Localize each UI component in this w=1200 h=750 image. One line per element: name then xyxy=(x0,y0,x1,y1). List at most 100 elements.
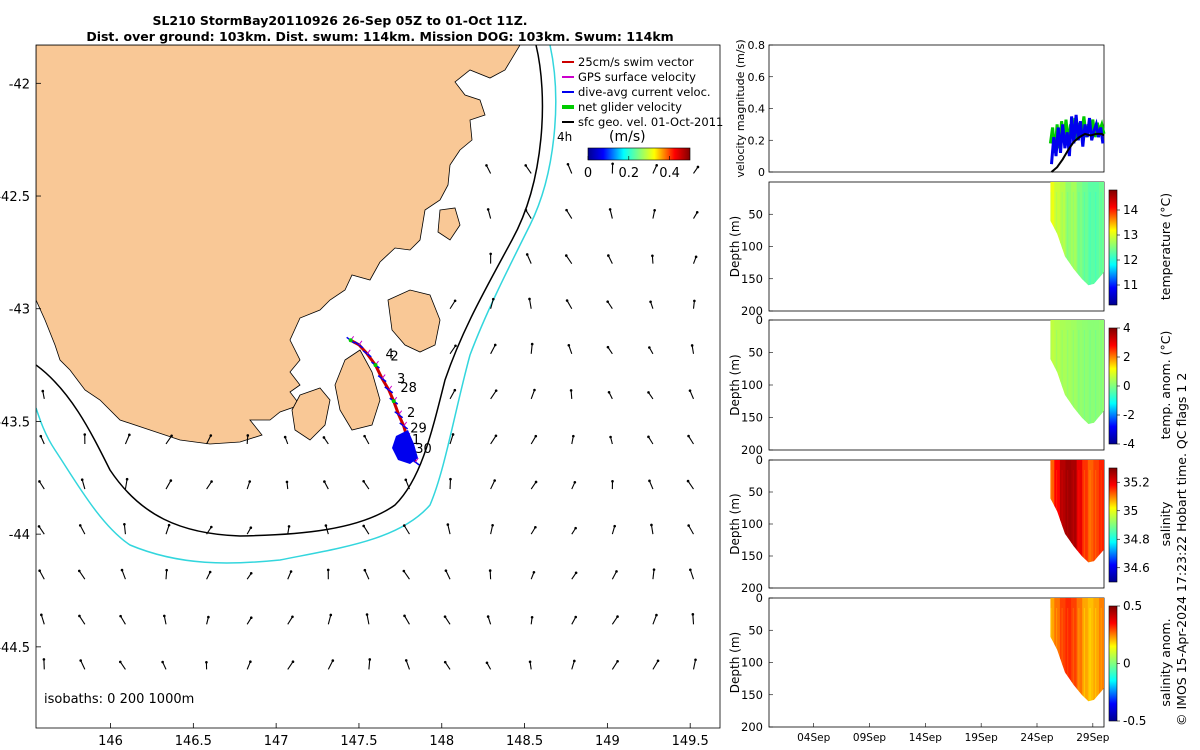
velocity-arrow xyxy=(287,661,294,670)
maria-island xyxy=(437,207,461,241)
velocity-arrowhead xyxy=(566,162,570,166)
velocity-arrowhead xyxy=(291,615,294,619)
velocity-arrowhead xyxy=(209,434,213,437)
colorbar-tick-label: 35.2 xyxy=(1123,475,1150,489)
velocity-arrow xyxy=(692,659,697,670)
velocity-arrowhead xyxy=(488,569,492,572)
velocity-arrowhead xyxy=(365,613,369,616)
velocity-arrowhead xyxy=(331,659,335,662)
velocity-arrow xyxy=(611,661,619,670)
section-texture xyxy=(1100,192,1102,286)
day-label: 29 xyxy=(410,422,427,437)
colorbar-tick-label: 13 xyxy=(1123,228,1138,242)
section-texture xyxy=(1083,470,1086,563)
velocity-arrow xyxy=(323,437,329,445)
velocity-arrowhead xyxy=(285,480,289,484)
velocity-frame xyxy=(768,44,1105,173)
velocity-arrowhead xyxy=(607,390,611,394)
velocity-arrow xyxy=(689,390,695,400)
velocity-arrowhead xyxy=(161,660,164,664)
velocity-arrow xyxy=(405,479,410,490)
velocity-arrowhead xyxy=(402,524,406,527)
colorbar-tick-label: 0 xyxy=(1123,379,1131,393)
velocity-arrowhead xyxy=(652,568,656,571)
map-xtick-label: 149 xyxy=(595,734,620,749)
velocity-arrow xyxy=(652,614,657,625)
velocity-arrow xyxy=(327,660,334,670)
isobath-200m xyxy=(36,45,544,537)
velocity-arrow xyxy=(490,525,494,535)
current-vector-cluster xyxy=(392,430,418,464)
velocity-arrowhead xyxy=(607,254,610,257)
colorbar-tick-label: 4 xyxy=(1123,321,1131,335)
colorbar-tick-label: -0.5 xyxy=(1123,714,1146,728)
time-tick-label: 19Sep xyxy=(965,732,998,744)
colorbar-tick-label: 0.5 xyxy=(1123,599,1142,613)
velocity-arrow xyxy=(650,524,654,535)
colorbar-tick-label: 34.6 xyxy=(1123,561,1150,575)
velocity-arrow xyxy=(81,479,86,490)
velocity-arrow xyxy=(39,570,45,580)
velocity-arrowhead xyxy=(38,569,41,573)
figure-title-line2: Dist. over ground: 103km. Dist. swum: 11… xyxy=(86,29,674,44)
day-label: 2 xyxy=(407,406,415,421)
velocity-arrow xyxy=(206,435,212,445)
time-tick-label: 29Sep xyxy=(1076,732,1109,744)
velocity-arrow xyxy=(487,209,492,219)
velocity-arrow xyxy=(162,661,167,670)
velocity-arrow xyxy=(567,164,573,174)
day-label: 28 xyxy=(400,381,417,396)
velocity-arrowhead xyxy=(606,300,609,303)
velocity-arrowhead xyxy=(291,660,295,663)
tasman-peninsula xyxy=(334,349,381,431)
velocity-arrow xyxy=(78,615,86,625)
velocity-arrow xyxy=(691,345,695,354)
day-label: 2 xyxy=(390,350,398,365)
section-cell xyxy=(1093,182,1100,286)
velocity-arrow xyxy=(652,210,656,219)
depth-frame xyxy=(768,181,1105,312)
velocity-arrowhead xyxy=(616,660,619,663)
time-tick-label: 09Sep xyxy=(853,732,886,744)
velocity-arrow xyxy=(246,435,249,445)
velocity-arrowhead xyxy=(326,568,330,572)
velocity-arrow xyxy=(570,390,573,399)
depth-panel-1: 50 100 150 200 Depth (m) 11 12 13 14 temperature … xyxy=(728,181,1173,318)
section-cell xyxy=(1065,320,1072,424)
velocity-arrow xyxy=(530,389,535,400)
velocity-arrowhead xyxy=(287,525,291,528)
depth-ytick-label: 0 xyxy=(756,591,763,605)
velocity-arrow xyxy=(40,614,45,625)
velocity-arrow xyxy=(449,345,456,355)
imos-credit: © IMOS 15-Apr-2024 17:23:22 Hobart time.… xyxy=(1174,372,1189,726)
section-texture xyxy=(1078,330,1080,424)
section-cell xyxy=(1071,598,1078,702)
time-tick-label: 04Sep xyxy=(797,732,830,744)
velocity-arrow xyxy=(449,434,454,445)
velocity-arrow xyxy=(364,569,370,580)
section-texture xyxy=(1061,192,1063,286)
velocity-arrow xyxy=(123,524,126,535)
depth-frame xyxy=(768,597,1105,728)
velocity-arrow xyxy=(485,165,492,174)
velocity-arrowhead xyxy=(491,523,494,527)
velocity-arrow xyxy=(206,571,211,580)
velocity-arrow xyxy=(607,301,613,310)
velocity-arrowhead xyxy=(693,299,696,303)
depth-panel-3: 0 50 100 150 200 Depth (m) 35.2 35 34.8 34.6 salin… xyxy=(728,453,1173,595)
velocity-arrow xyxy=(404,615,410,625)
section-texture xyxy=(1072,608,1074,702)
velocity-arrowhead xyxy=(655,164,658,167)
depth-colorbar xyxy=(1108,605,1118,722)
map-longitude-ticks: 146 146.5 147 147.5 148 148.5 149 149.5 xyxy=(98,723,709,749)
section-cell xyxy=(1082,598,1089,702)
section-cell xyxy=(1059,182,1066,286)
velocity-arrow xyxy=(648,480,654,490)
depth-ytick-label: 100 xyxy=(741,240,763,254)
velocity-arrowhead xyxy=(651,254,654,258)
depth-ylabel: Depth (m) xyxy=(728,216,742,277)
map-xtick-label: 148 xyxy=(429,734,454,749)
velocity-arrow xyxy=(528,298,532,309)
velocity-arrow xyxy=(80,660,86,670)
velocity-arrowhead xyxy=(453,388,457,392)
